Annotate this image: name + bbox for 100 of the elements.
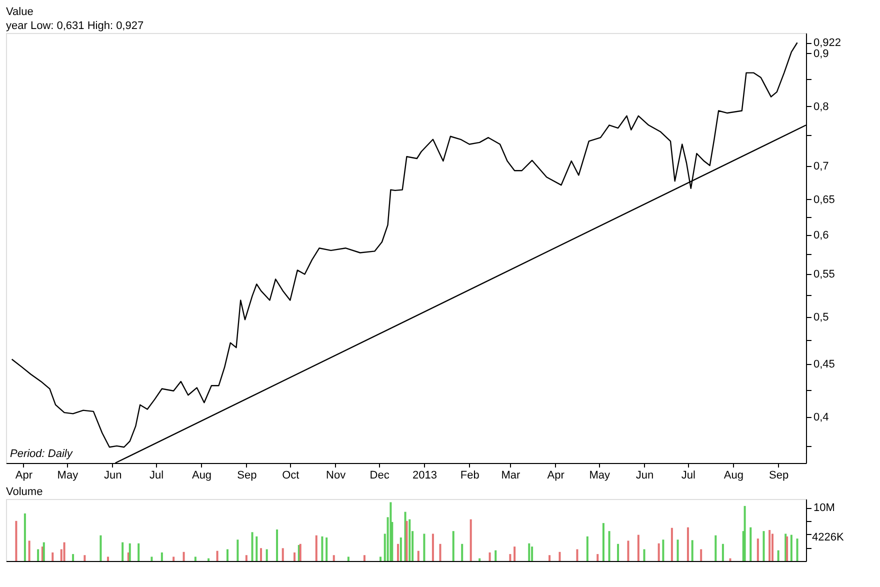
bar (208, 558, 210, 561)
x-tick-label: Sep (237, 470, 257, 482)
y-tick-label: 0,65 (814, 194, 835, 206)
bar (531, 546, 534, 561)
bar (276, 529, 278, 561)
x-tick-label: Feb (460, 470, 480, 482)
bar (658, 543, 660, 561)
text: 4226K (812, 531, 844, 544)
bar (326, 537, 328, 561)
y-tick-label: 0,7 (814, 160, 829, 173)
bar (637, 534, 640, 561)
bar (756, 538, 759, 561)
bar (406, 520, 408, 561)
bar (72, 554, 74, 561)
y-tick-label: 0,55 (814, 268, 835, 281)
chart-subtitle: year Low: 0,631 High: 0,927 (6, 20, 144, 32)
bar (400, 537, 402, 561)
bar (488, 552, 491, 561)
bar (558, 552, 561, 561)
x-tick-label: Jul (681, 470, 696, 482)
bar (729, 558, 732, 561)
bar (408, 519, 411, 561)
bar (84, 555, 86, 561)
annotation: Period: Daily (10, 448, 74, 460)
bar (686, 527, 689, 561)
bar (332, 555, 335, 561)
bar (315, 535, 318, 561)
y-tick-label: 0,5 (814, 311, 829, 324)
bar (182, 552, 185, 561)
bar (576, 549, 578, 561)
bar (771, 534, 774, 561)
x-tick-label: May (57, 470, 79, 482)
bar (294, 552, 296, 561)
bar (596, 554, 599, 561)
x-tick-label: Jun (636, 470, 654, 482)
y-tick-label: 0,922 (814, 37, 842, 50)
bar (417, 550, 420, 561)
bar (15, 520, 18, 561)
bar (722, 544, 724, 561)
bar (494, 550, 497, 561)
bar (266, 549, 268, 561)
bar (107, 556, 110, 561)
bar (251, 532, 254, 561)
bar (662, 540, 664, 561)
x-tick-label: Jul (150, 470, 164, 482)
bar (282, 548, 284, 561)
bar (700, 549, 702, 561)
bar (461, 544, 464, 561)
bar (627, 540, 630, 561)
bar (100, 535, 102, 561)
bar (42, 542, 45, 561)
bar (363, 555, 366, 561)
bar (260, 548, 262, 561)
x-tick-label: Nov (326, 470, 346, 482)
bar (676, 540, 679, 561)
bar (24, 513, 26, 561)
bar (452, 531, 454, 561)
bar (172, 556, 175, 561)
bar (691, 540, 694, 561)
bar (750, 527, 752, 561)
bar (744, 506, 746, 561)
bar (160, 552, 163, 561)
y-tick-label: 0,45 (814, 358, 835, 371)
bar (28, 540, 30, 561)
bar (790, 534, 792, 561)
bar (52, 552, 54, 561)
x-tick-label: Dec (370, 470, 390, 482)
bar (777, 550, 780, 561)
x-tick-label: 2013 (412, 470, 437, 482)
bar (347, 556, 350, 561)
bar (509, 554, 512, 561)
bar (617, 544, 620, 561)
bar (586, 536, 588, 561)
bar (643, 549, 646, 561)
bar (245, 555, 248, 561)
x-tick-label: Oct (282, 470, 300, 482)
bar (396, 544, 399, 561)
bar (226, 549, 228, 561)
bar (514, 546, 516, 561)
bar (423, 534, 426, 561)
y-tick-label: 0,6 (814, 230, 829, 242)
bar (432, 534, 434, 561)
bar (548, 555, 551, 561)
y-tick-label: 0,8 (814, 100, 829, 113)
bar (714, 535, 717, 561)
bar (216, 550, 218, 561)
bar (122, 542, 124, 561)
bar (470, 519, 472, 561)
bar (150, 556, 153, 561)
bar (670, 528, 673, 561)
chart-title: Volume (6, 486, 43, 498)
bar (786, 536, 788, 561)
bar (768, 530, 771, 561)
y-tick-label: 0,9 (814, 48, 829, 60)
bar (256, 536, 258, 561)
x-tick-label: Apr (547, 470, 565, 482)
x-tick-label: Sep (769, 470, 789, 482)
bar (602, 523, 604, 561)
x-tick-label: Apr (15, 470, 33, 482)
bar (128, 543, 131, 561)
